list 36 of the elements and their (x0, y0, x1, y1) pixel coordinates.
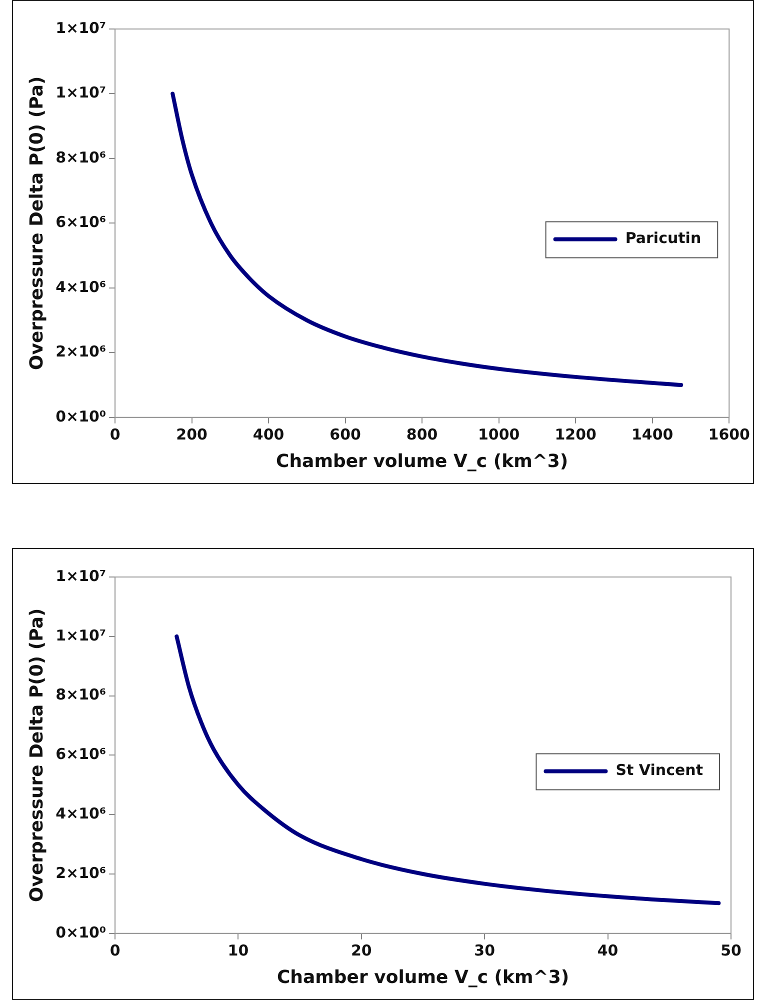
line-series (174, 634, 721, 906)
x-tick-label: 0 (110, 425, 120, 444)
x-tick-label: 40 (597, 941, 618, 960)
x-tick-label: 50 (720, 941, 742, 960)
y-tick-label: 2×10⁶ (56, 342, 106, 361)
x-tick-label: 0 (110, 941, 120, 960)
y-axis-title: Overpressure Delta P(0) (Pa) (26, 76, 48, 370)
x-tick-label: 20 (350, 941, 372, 960)
y-tick-label: 6×10⁶ (56, 213, 106, 232)
x-tick-label: 1600 (708, 425, 750, 444)
y-tick-label: 4×10⁶ (56, 804, 106, 822)
x-tick-label: 1400 (631, 425, 674, 444)
x-tick-label: 600 (330, 425, 361, 444)
y-tick-label: 1×10⁷ (56, 626, 106, 644)
legend-label: St Vincent (616, 761, 704, 780)
x-tick-label: 10 (228, 941, 249, 960)
x-tick-label: 1000 (478, 425, 520, 444)
y-tick-label: 0×10⁰ (56, 923, 106, 942)
x-axis-title: Chamber volume V_c (km^3) (276, 966, 570, 988)
y-tick-label: 0×10⁰ (56, 407, 106, 426)
x-tick-label: 400 (252, 425, 284, 444)
x-tick-label: 800 (406, 425, 438, 444)
y-tick-label: 4×10⁶ (56, 278, 106, 296)
y-tick-label: 6×10⁶ (56, 745, 106, 764)
y-axis-title: Overpressure Delta P(0) (Pa) (26, 608, 48, 902)
y-tick-label: 1×10⁷ (56, 566, 106, 585)
y-tick-label: 8×10⁶ (56, 686, 106, 704)
y-tick-label: 2×10⁶ (56, 864, 106, 882)
legend-label: Paricutin (625, 229, 702, 248)
y-tick-label: 8×10⁶ (56, 148, 106, 166)
x-tick-label: 200 (176, 425, 208, 444)
y-tick-label: 1×10⁷ (56, 84, 106, 102)
x-axis-title: Chamber volume V_c (km^3) (276, 450, 568, 472)
x-tick-label: 30 (474, 941, 496, 960)
x-tick-label: 1200 (554, 425, 596, 444)
y-tick-label: 1×10⁷ (56, 18, 106, 37)
